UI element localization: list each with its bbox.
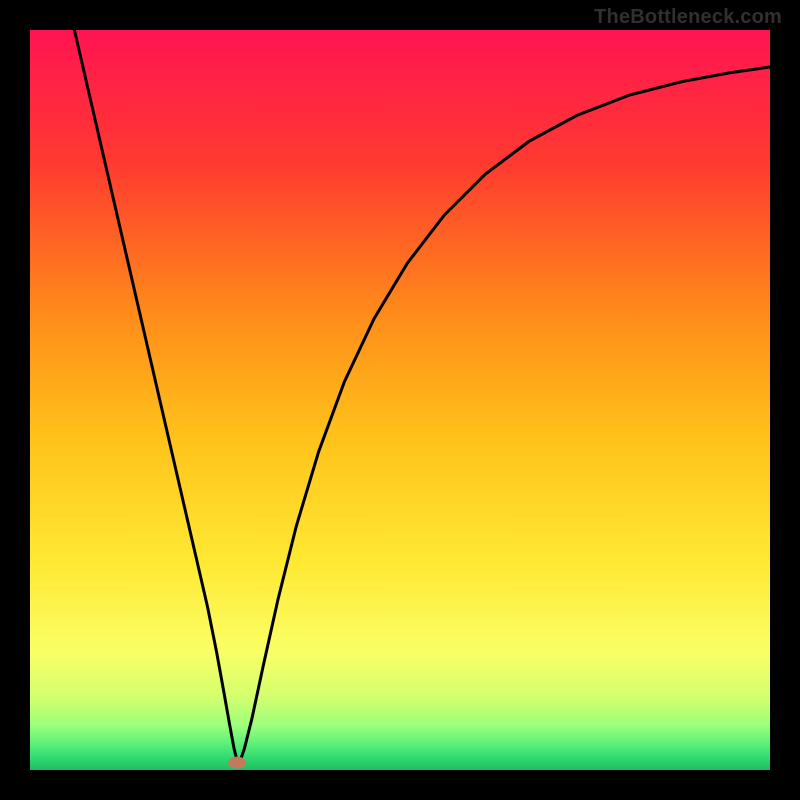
plot-area (30, 30, 770, 770)
gradient-background (30, 30, 770, 770)
minimum-marker (228, 757, 246, 769)
stage: TheBottleneck.com (0, 0, 800, 800)
chart-svg (30, 30, 770, 770)
watermark-label: TheBottleneck.com (594, 6, 782, 29)
